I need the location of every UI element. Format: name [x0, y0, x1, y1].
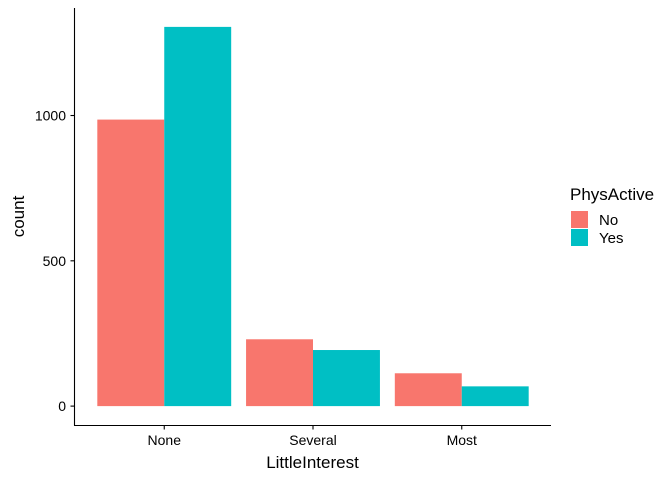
- bar-none-no: [97, 119, 165, 407]
- bar-several-no: [246, 339, 313, 407]
- x-tick-label-most: Most: [447, 432, 477, 448]
- legend-key-no: [571, 211, 588, 228]
- y-axis-title: count: [9, 195, 28, 237]
- y-axis-ticks: 0 500 1000: [35, 108, 75, 414]
- bar-several-yes: [313, 350, 380, 407]
- y-tick-label: 500: [43, 253, 67, 269]
- bar-none-yes: [164, 26, 232, 407]
- bars-layer: [97, 26, 529, 407]
- bar-most-no: [394, 373, 462, 407]
- x-axis-ticks: None Several Most: [148, 425, 477, 448]
- x-tick-label-several: Several: [289, 432, 336, 448]
- legend-label-yes: Yes: [599, 230, 623, 247]
- y-tick-label: 0: [58, 398, 66, 414]
- x-axis-title: LittleInterest: [266, 453, 359, 472]
- legend-key-yes: [571, 229, 588, 246]
- legend-title: PhysActive: [570, 185, 654, 204]
- legend-label-no: No: [599, 212, 618, 229]
- bar-most-yes: [461, 386, 529, 407]
- x-tick-label-none: None: [148, 432, 182, 448]
- y-tick-label: 1000: [35, 108, 66, 124]
